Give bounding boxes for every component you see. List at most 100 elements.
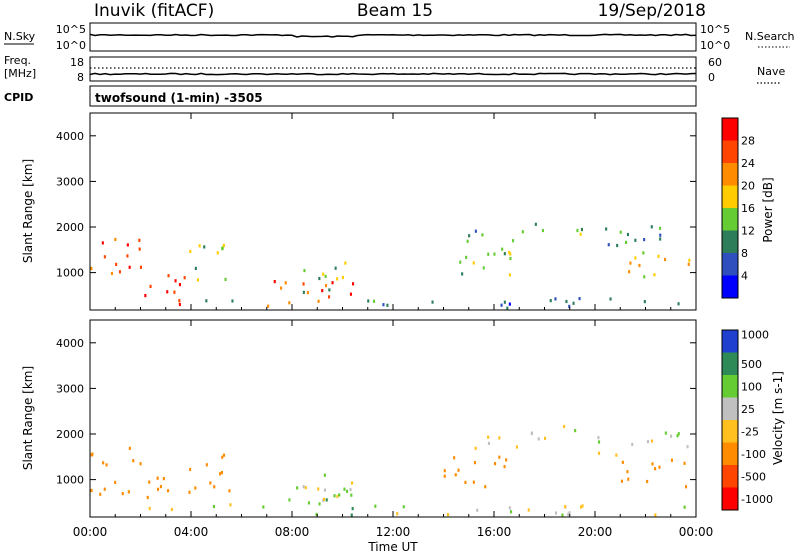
scatter-cell (659, 233, 662, 237)
scatter-cell (386, 303, 389, 307)
colorbar-segment (722, 465, 738, 488)
scatter-cell (273, 280, 276, 284)
power-panel: 1000 2000 3000 4000 Slant Range [km] (21, 112, 697, 311)
scatter-cell (683, 505, 686, 509)
colorbar-tick-label: 500 (741, 358, 762, 371)
scatter-cell (487, 252, 490, 256)
colorbar-segment (722, 253, 738, 276)
power-ylabel: Slant Range [km] (21, 159, 35, 263)
freq-panel: Freq. [MHz] 18 8 60 0 Nave (4, 54, 785, 84)
scatter-cell (302, 290, 305, 294)
power-y-axis: 1000 2000 3000 4000 (56, 130, 696, 280)
scatter-cell (128, 446, 131, 450)
scatter-cell (443, 469, 446, 473)
scatter-cell (597, 436, 600, 440)
scatter-cell (288, 498, 291, 502)
scatter-cell (170, 507, 173, 512)
scatter-cell (115, 262, 118, 266)
scatter-cell (144, 294, 147, 298)
scatter-cell (103, 487, 106, 491)
colorbar-tick-label: 24 (741, 157, 755, 170)
scatter-cell (500, 303, 503, 307)
velocity-ylabel: Slant Range [km] (21, 366, 35, 470)
scatter-cell (554, 297, 557, 301)
scatter-cell (90, 488, 93, 493)
scatter-cell (149, 284, 152, 288)
scatter-cell (101, 241, 104, 245)
scatter-cell (396, 512, 399, 516)
scatter-cell (487, 441, 490, 445)
colorbar-tick-label: -25 (741, 425, 759, 438)
scatter-cell (334, 266, 337, 270)
scatter-cell (128, 265, 131, 269)
scatter-cell (642, 251, 645, 255)
scatter-cell (461, 272, 464, 276)
scatter-cell (306, 291, 309, 295)
scatter-cell (121, 492, 124, 496)
scatter-cell (685, 485, 688, 489)
scatter-cell (625, 240, 628, 244)
scatter-cell (148, 480, 151, 484)
scatter-cell (474, 446, 477, 450)
colorbar-tick-label: -500 (741, 470, 766, 483)
scatter-cell (209, 481, 212, 485)
scatter-cell (646, 440, 649, 444)
scatter-cell (220, 471, 223, 475)
scatter-cell (349, 487, 352, 492)
scatter-cell (454, 473, 457, 477)
cpid-panel: CPID twofsound (1-min) -3505 (4, 85, 697, 107)
velocity-y-axis: 1000 2000 3000 4000 (56, 337, 696, 487)
scatter-cell (323, 473, 326, 477)
scatter-cell (103, 255, 106, 259)
scatter-cell (349, 292, 352, 296)
scatter-cell (537, 437, 540, 441)
colorbar-segment (722, 230, 738, 253)
scatter-cell (317, 487, 320, 491)
colorbar-segment (722, 275, 738, 298)
scatter-cell (654, 513, 657, 517)
scatter-cell (132, 459, 135, 463)
scatter-cell (307, 501, 310, 505)
colorbar-tick-label: 16 (741, 202, 755, 215)
scatter-cell (576, 228, 579, 233)
scatter-cell (658, 465, 661, 469)
scatter-cell (189, 467, 192, 472)
scatter-cell (402, 505, 405, 509)
scatter-cell (323, 488, 326, 492)
scatter-cell (288, 301, 291, 305)
y-tick-label: 3000 (56, 382, 84, 395)
scatter-cell (472, 480, 475, 484)
scatter-cell (90, 453, 93, 457)
scatter-cell (156, 476, 159, 480)
scatter-cell (262, 505, 265, 509)
scatter-cell (90, 266, 93, 271)
scatter-cell (634, 238, 637, 242)
scatter-cell (302, 282, 305, 286)
x-tick-label: 08:00 (275, 525, 310, 539)
velocity-panel: 1000 2000 3000 4000 00:00 04:00 08:00 12:00 16:… (21, 113, 713, 554)
scatter-cell (373, 299, 376, 303)
station-title: Inuvik (fitACF) (94, 1, 214, 21)
scatter-cell (105, 463, 108, 467)
scatter-cell (494, 462, 497, 466)
freq-trace (89, 72, 697, 76)
scatter-cell (296, 486, 299, 490)
scatter-cell (139, 265, 142, 269)
scatter-cell (431, 300, 434, 304)
scatter-cell (686, 445, 689, 449)
nsearch-top-tick: 10^5 (700, 23, 730, 36)
scatter-cell (509, 252, 512, 256)
scatter-cell (324, 274, 327, 278)
colorbar-tick-label: 1000 (741, 328, 769, 341)
colorbar-tick-label: 28 (741, 135, 755, 148)
scatter-cell (459, 260, 462, 264)
scatter-cell (223, 453, 226, 457)
scatter-cell (457, 468, 460, 472)
scatter-cell (114, 480, 117, 484)
scatter-cell (653, 273, 656, 277)
scatter-cell (198, 244, 201, 248)
scatter-cell (503, 300, 506, 304)
scatter-cell (616, 243, 619, 248)
scatter-cell (465, 255, 468, 259)
scatter-cell (453, 456, 456, 460)
